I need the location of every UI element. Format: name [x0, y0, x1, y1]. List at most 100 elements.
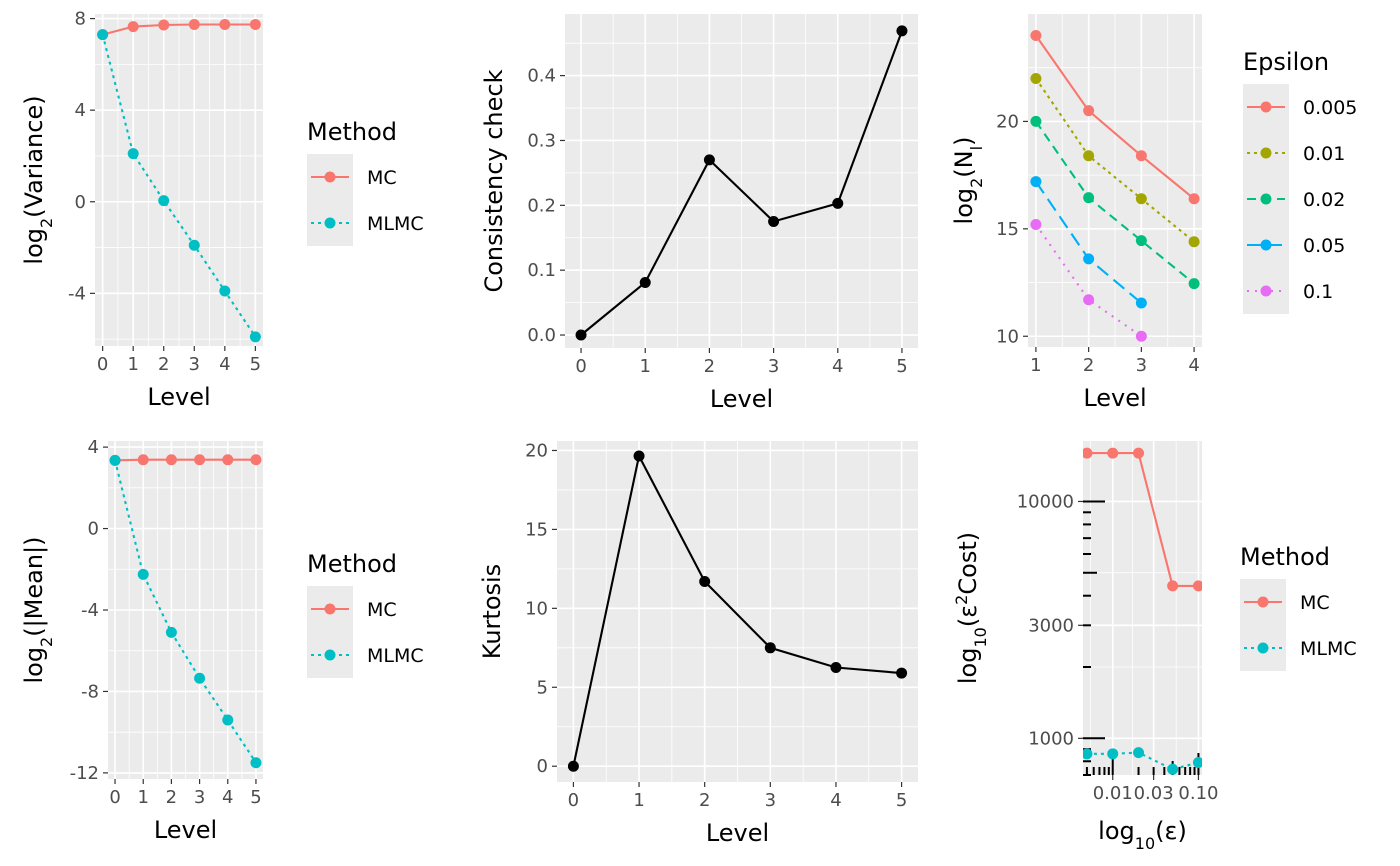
y-tick-label: -4 [68, 283, 86, 304]
legend-variance: Method MC MLMC [307, 118, 424, 246]
series-line-MC [114, 458, 256, 462]
data-point-MC [219, 19, 231, 31]
y-axis-title-part-1: 10 [971, 627, 990, 647]
legend-key-point-MC [1257, 596, 1269, 608]
data-point-MLMC [188, 239, 200, 251]
data-point-MLMC [158, 195, 170, 207]
data-point-0.01 [1188, 236, 1200, 248]
x-tick-label: 5 [896, 356, 907, 377]
data-point-0.005 [1083, 105, 1095, 117]
data-point-MLMC [97, 29, 109, 41]
data-point-0.005 [1030, 29, 1042, 41]
data-point-s0 [830, 662, 842, 674]
data-point-s0 [896, 667, 908, 679]
x-tick-label: 5 [250, 787, 261, 808]
data-point-s0 [896, 25, 908, 37]
series-group [575, 25, 908, 341]
data-point-MC [1107, 447, 1119, 459]
y-axis-title-part-4: Cost) [954, 532, 982, 595]
legend-key-bg [1240, 579, 1286, 671]
y-tick-label: 0.1 [527, 260, 556, 281]
y-tick-label: 15 [996, 219, 1019, 240]
legend-key-point-MC [324, 603, 336, 615]
data-point-0.05 [1030, 176, 1042, 188]
data-point-MC [188, 19, 200, 31]
x-axis-title: Level [710, 385, 773, 413]
y-tick-label: 0.3 [527, 130, 556, 151]
y-tick-label: 10000 [1017, 491, 1074, 512]
series-line-0.01 [1035, 77, 1195, 243]
data-point-MLMC [250, 757, 262, 769]
y-axis-title: Consistency check [480, 69, 508, 292]
data-point-MLMC [109, 454, 121, 466]
legend-label-0.1: 0.1 [1303, 281, 1333, 303]
x-tick-label: 0.01 [1093, 783, 1133, 804]
data-point-0.01 [1135, 193, 1147, 205]
y-tick-label: 20 [996, 111, 1019, 132]
x-axis-title-part-0: log [1098, 817, 1135, 845]
y-tick-label: 4 [75, 100, 86, 121]
y-tick-label: 15 [525, 519, 548, 540]
series-line-MLMC [113, 460, 257, 764]
panel-background [1083, 441, 1202, 775]
y-axis-title-part-2: (ε [954, 605, 982, 627]
y-tick-label: -4 [81, 600, 99, 621]
x-axis-title: Level [147, 383, 210, 411]
data-point-MLMC [194, 672, 206, 684]
series-line-s0 [572, 452, 902, 767]
data-point-MLMC [222, 714, 234, 726]
data-point-MLMC [219, 285, 231, 297]
y-axis-title-part-1: 2 [37, 218, 56, 228]
y-tick-label: 8 [75, 9, 86, 30]
series-group [1030, 29, 1200, 342]
y-tick-label: 1000 [1028, 728, 1074, 749]
y-axis-title: log2(|Mean|) [20, 536, 56, 683]
data-point-MC [1192, 580, 1202, 592]
data-point-MLMC [1107, 748, 1119, 760]
x-tick-label: 2 [166, 787, 177, 808]
y-axis-title-part-4: ) [950, 137, 978, 146]
y-tick-label: 0 [88, 519, 99, 540]
data-point-0.02 [1083, 192, 1095, 204]
legend-key-point-MLMC [1257, 642, 1269, 654]
data-point-0.005 [1135, 150, 1147, 162]
data-point-MLMC [1192, 757, 1202, 769]
x-tick-label: 3 [1136, 355, 1147, 376]
x-tick-label: 4 [1188, 355, 1199, 376]
y-tick-label: 10 [996, 326, 1019, 347]
legend-cost: Method MC MLMC [1240, 543, 1357, 671]
data-point-MC [250, 454, 262, 466]
y-axis-title-part-2: (Variance) [20, 95, 48, 217]
x-tick-label: 4 [830, 790, 841, 811]
legend-key-point-0.01 [1260, 147, 1272, 159]
series-line-MLMC [101, 34, 257, 338]
y-tick-label: 0.2 [527, 195, 556, 216]
y-axis-title-part-2: (N [950, 150, 978, 177]
x-tick-label: 5 [896, 790, 907, 811]
y-tick-label: -8 [81, 681, 99, 702]
legend-key-point-0.02 [1260, 193, 1272, 205]
legend-key-point-0.05 [1260, 239, 1272, 251]
data-point-MLMC [127, 148, 139, 160]
x-tick-label: 3 [765, 790, 776, 811]
y-tick-label: 20 [525, 440, 548, 461]
x-tick-label: 0.03 [1134, 783, 1174, 804]
legend-key-point-MLMC [324, 649, 336, 661]
x-tick-label: 3 [768, 356, 779, 377]
legend-label-MC: MC [367, 599, 397, 621]
legend-label-0.005: 0.005 [1303, 97, 1357, 119]
x-tick-label: 0 [97, 354, 108, 375]
data-point-s0 [832, 197, 844, 209]
y-axis-title-part-3: 2 [952, 595, 971, 605]
data-point-s0 [575, 329, 587, 341]
y-axis-title: log2(Nl) [950, 137, 986, 225]
data-point-MC [249, 19, 261, 31]
x-tick-label: 0 [109, 787, 120, 808]
data-point-MC [158, 19, 170, 31]
data-point-MC [165, 454, 177, 466]
x-axis-title: Level [154, 816, 217, 844]
x-tick-label: 2 [704, 356, 715, 377]
y-axis-title: log10(ε2Cost) [952, 532, 990, 684]
